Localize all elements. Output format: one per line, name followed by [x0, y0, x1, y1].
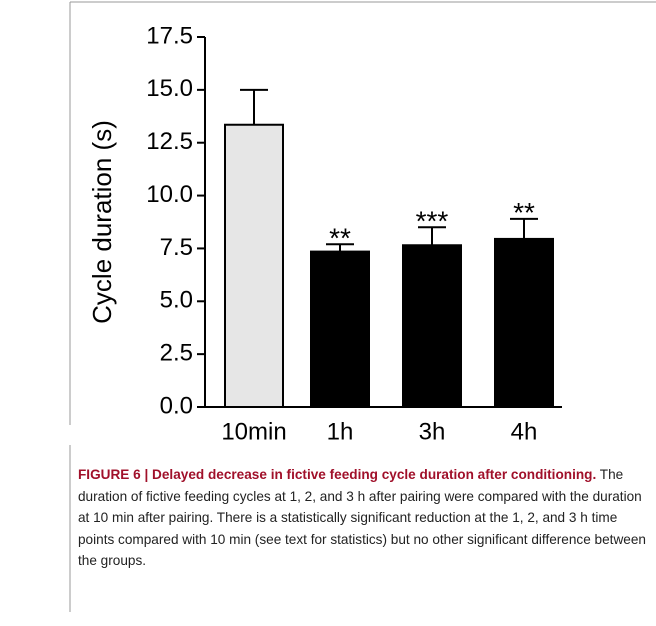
- bar: [494, 237, 554, 408]
- x-tick-label: 4h: [511, 418, 538, 445]
- caption: FIGURE 6 | Delayed decrease in fictive f…: [78, 464, 652, 572]
- x-tick-label: 1h: [327, 418, 354, 445]
- y-tick-label: 0.0: [160, 392, 193, 419]
- significance-label: ***: [416, 206, 449, 237]
- bar: [402, 244, 462, 408]
- significance-label: **: [513, 197, 535, 228]
- bar: [224, 123, 284, 408]
- caption-text: The duration of fictive feeding cycles a…: [78, 467, 646, 568]
- y-tick-label: 15.0: [146, 75, 193, 102]
- y-tick-label: 7.5: [160, 234, 193, 261]
- y-tick-label: 12.5: [146, 128, 193, 155]
- caption-title: FIGURE 6 | Delayed decrease in fictive f…: [78, 467, 597, 482]
- x-tick-label: 10min: [221, 418, 286, 445]
- y-tick-label: 17.5: [146, 22, 193, 49]
- y-tick-label: 10.0: [146, 181, 193, 208]
- significance-label: **: [329, 223, 351, 254]
- y-axis-label: Cycle duration (s): [87, 120, 117, 324]
- x-tick-label: 3h: [419, 418, 446, 445]
- y-tick-label: 2.5: [160, 339, 193, 366]
- bar: [310, 250, 370, 408]
- y-tick-label: 5.0: [160, 287, 193, 314]
